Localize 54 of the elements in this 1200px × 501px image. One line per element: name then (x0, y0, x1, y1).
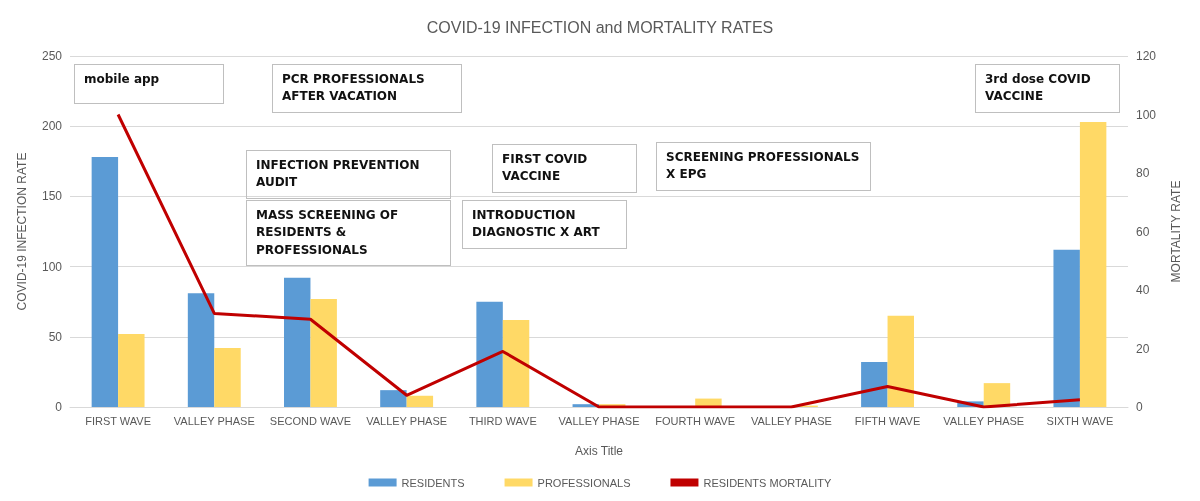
text-box: MASS SCREENING OF RESIDENTS & PROFESSIONALS (246, 200, 451, 267)
y2-tick-label: 80 (1136, 166, 1150, 180)
bar (118, 333, 145, 407)
bar (1053, 249, 1080, 407)
x-tick-label: VALLEY PHASE (366, 414, 448, 427)
text-box: FIRST COVID VACCINE (492, 144, 637, 193)
x-tick-label: VALLEY PHASE (558, 414, 640, 427)
bar (476, 301, 503, 407)
legend-label: RESIDENTS MORTALITY (703, 476, 833, 489)
line-series (116, 113, 1082, 409)
y2-tick-label: 60 (1136, 224, 1150, 239)
bar (502, 319, 530, 407)
y-tick-label: 100 (41, 259, 63, 274)
bar (887, 315, 914, 407)
bar (91, 157, 119, 407)
bar (1079, 121, 1107, 407)
x-tick-label: FOURTH WAVE (655, 414, 736, 427)
bar (187, 293, 215, 407)
text-box: mobile app (74, 64, 224, 104)
x-tick-label: THIRD WAVE (468, 414, 537, 427)
y-axis-title: COVID-19 INFECTION RATE (15, 152, 29, 311)
x-tick-label: VALLEY PHASE (750, 414, 832, 427)
y2-tick-label: 20 (1136, 341, 1150, 356)
y2-tick-label: 100 (1136, 107, 1157, 122)
text-box: INTRODUCTION DIAGNOSTIC X ART (462, 200, 627, 249)
x-tick-label: VALLEY PHASE (173, 414, 255, 427)
text-box: INFECTION PREVENTION AUDIT (246, 150, 451, 199)
y2-tick-label: 120 (1136, 49, 1157, 63)
y2-axis-title: MORTALITY RATE (1169, 180, 1183, 283)
text-box: SCREENING PROFESSIONALS X EPG (656, 142, 871, 191)
x-tick-label: FIRST WAVE (85, 414, 151, 427)
text-box: 3rd dose COVID VACCINE (975, 64, 1120, 113)
x-axis-title: Axis Title (574, 444, 624, 458)
bar (406, 395, 434, 407)
y-tick-label: 50 (48, 329, 63, 344)
y-tick-label: 0 (55, 400, 63, 414)
bar (214, 348, 241, 407)
legend-label: RESIDENTS (401, 476, 465, 489)
bar (380, 390, 407, 407)
y2-tick-label: 40 (1136, 283, 1150, 297)
x-tick-label: SIXTH WAVE (1046, 414, 1114, 427)
x-tick-label: FIFTH WAVE (854, 414, 921, 427)
y2-tick-label: 0 (1136, 400, 1143, 414)
y-tick-label: 250 (41, 49, 63, 63)
x-tick-label: SECOND WAVE (269, 414, 352, 427)
chart-title: COVID-19 INFECTION and MORTALITY RATES (426, 18, 774, 36)
bar (284, 277, 311, 407)
bar (310, 298, 337, 407)
y-tick-label: 200 (41, 119, 63, 134)
text-box: PCR PROFESSIONALS AFTER VACATION (272, 64, 462, 113)
bar (861, 362, 888, 407)
x-tick-label: VALLEY PHASE (943, 414, 1025, 427)
legend-label: PROFESSIONALS (537, 476, 631, 489)
y-tick-label: 150 (41, 189, 63, 204)
